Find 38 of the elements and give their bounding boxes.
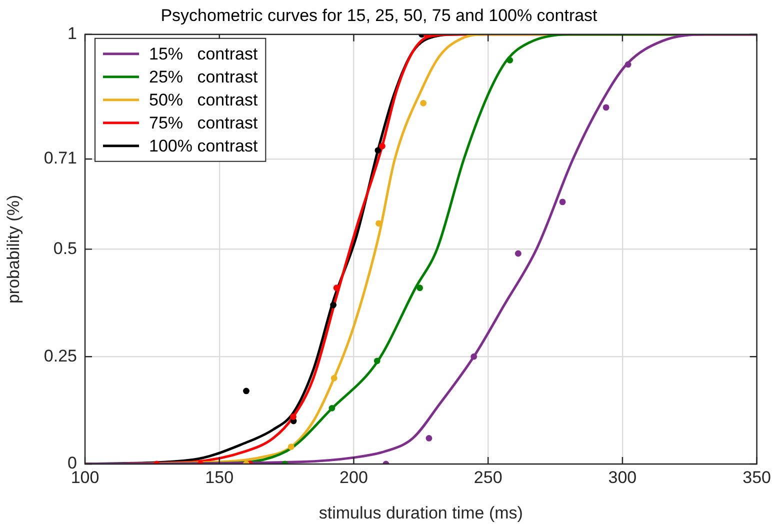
point: [374, 358, 380, 364]
point: [514, 250, 522, 257]
point: [506, 56, 514, 64]
point: [420, 100, 427, 106]
y-tick-label: 1: [68, 24, 77, 44]
point: [559, 198, 566, 206]
x-tick-label: 200: [340, 468, 368, 487]
chart-title: Psychometric curves for 15, 25, 50, 75 and 100% contrast: [160, 6, 598, 25]
point: [470, 353, 478, 360]
line-series: [85, 34, 757, 464]
point: [374, 147, 382, 154]
y-axis-title: probability (%): [4, 194, 23, 304]
point: [288, 444, 294, 450]
x-tick-label: 250: [474, 468, 502, 487]
point: [328, 404, 336, 412]
point: [243, 388, 250, 394]
y-tick-label: 0.25: [44, 346, 77, 366]
point: [426, 435, 432, 442]
point: [376, 220, 382, 227]
point: [330, 374, 338, 382]
point: [330, 302, 337, 308]
y-tick-label: 0.71: [44, 148, 77, 168]
legend-label: 50% contrast: [149, 90, 258, 110]
legend-label: 25% contrast: [149, 68, 258, 87]
x-axis-title: stimulus duration time (ms): [318, 503, 523, 522]
point: [290, 414, 296, 420]
x-tick-label: 150: [205, 468, 234, 487]
legend-label: 75% contrast: [149, 114, 258, 133]
point: [416, 284, 424, 292]
point: [379, 142, 386, 150]
x-tick-label: 100: [70, 468, 100, 487]
y-tick-label: 0.5: [53, 238, 77, 258]
point: [624, 61, 632, 68]
x-tick-label: 350: [742, 468, 772, 487]
legend-label: 100% contrast: [149, 136, 258, 156]
point: [602, 104, 610, 111]
x-tick-label: 300: [608, 468, 637, 487]
legend-label: 15% contrast: [149, 44, 258, 64]
